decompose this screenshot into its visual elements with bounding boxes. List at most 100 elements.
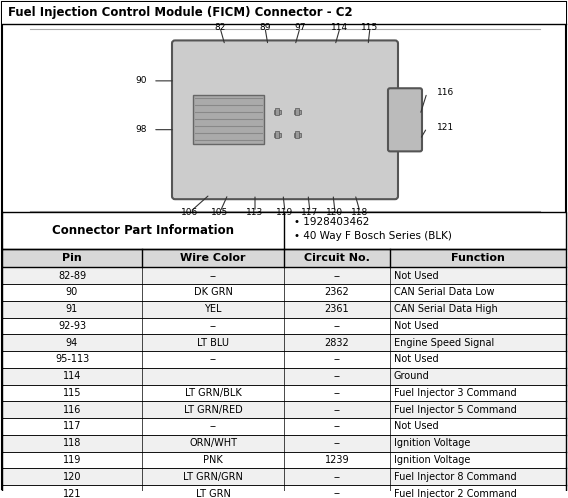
Bar <box>2 2 566 24</box>
Text: Not Used: Not Used <box>394 421 438 431</box>
Bar <box>274 110 281 114</box>
Bar <box>2 301 566 318</box>
Text: Connector Part Information: Connector Part Information <box>52 224 234 237</box>
Text: 2832: 2832 <box>325 338 349 348</box>
Text: 82-89: 82-89 <box>58 270 86 280</box>
Text: Fuel Injector 8 Command: Fuel Injector 8 Command <box>394 472 517 482</box>
Text: Function: Function <box>451 253 505 263</box>
Text: • 1928403462: • 1928403462 <box>294 217 369 227</box>
Bar <box>2 212 566 249</box>
Bar <box>193 95 264 144</box>
Bar <box>2 384 566 401</box>
Text: Pin: Pin <box>62 253 82 263</box>
Text: 94: 94 <box>66 338 78 348</box>
Text: Ignition Voltage: Ignition Voltage <box>394 455 470 465</box>
Text: --: -- <box>333 472 340 482</box>
Text: 116: 116 <box>63 405 81 415</box>
Bar <box>2 469 566 485</box>
Text: --: -- <box>333 405 340 415</box>
Bar <box>295 108 299 115</box>
Text: 95-113: 95-113 <box>55 355 89 365</box>
Bar <box>2 435 566 452</box>
Text: 105: 105 <box>211 208 229 217</box>
Text: --: -- <box>333 371 340 381</box>
Text: Fuel Injector 2 Command: Fuel Injector 2 Command <box>394 489 517 498</box>
Text: 119: 119 <box>277 208 294 217</box>
Text: 90: 90 <box>66 287 78 297</box>
FancyBboxPatch shape <box>388 88 422 151</box>
Bar <box>2 452 566 469</box>
Text: PNK: PNK <box>203 455 223 465</box>
Bar <box>2 368 566 384</box>
Text: --: -- <box>333 321 340 331</box>
Text: LT GRN/BLK: LT GRN/BLK <box>185 388 241 398</box>
Bar <box>2 485 566 498</box>
Text: LT GRN/GRN: LT GRN/GRN <box>183 472 243 482</box>
Bar <box>294 132 301 136</box>
Text: --: -- <box>210 355 216 365</box>
Bar <box>2 334 566 351</box>
Text: --: -- <box>333 421 340 431</box>
Text: Engine Speed Signal: Engine Speed Signal <box>394 338 494 348</box>
Text: 2362: 2362 <box>325 287 349 297</box>
Text: Not Used: Not Used <box>394 355 438 365</box>
Bar <box>2 418 566 435</box>
Bar <box>2 284 566 301</box>
Bar <box>274 132 281 136</box>
Text: 118: 118 <box>352 208 369 217</box>
Text: ORN/WHT: ORN/WHT <box>189 438 237 448</box>
Text: --: -- <box>210 421 216 431</box>
Text: 82: 82 <box>214 22 225 31</box>
Text: LT GRN: LT GRN <box>195 489 231 498</box>
Text: --: -- <box>210 270 216 280</box>
Text: Fuel Injection Control Module (FICM) Connector - C2: Fuel Injection Control Module (FICM) Con… <box>8 6 353 19</box>
Text: 119: 119 <box>63 455 81 465</box>
Text: LT GRN/RED: LT GRN/RED <box>183 405 243 415</box>
Text: --: -- <box>333 388 340 398</box>
Text: --: -- <box>333 489 340 498</box>
Text: --: -- <box>210 321 216 331</box>
Bar <box>2 351 566 368</box>
Text: 114: 114 <box>63 371 81 381</box>
Text: DK GRN: DK GRN <box>194 287 232 297</box>
Text: 113: 113 <box>247 208 264 217</box>
Text: LT BLU: LT BLU <box>197 338 229 348</box>
Text: 1239: 1239 <box>325 455 349 465</box>
Text: 92-93: 92-93 <box>58 321 86 331</box>
Text: 115: 115 <box>62 388 81 398</box>
Bar <box>275 130 279 137</box>
Text: 121: 121 <box>437 123 454 132</box>
Text: 90: 90 <box>136 76 147 85</box>
Bar <box>275 108 279 115</box>
Text: --: -- <box>333 438 340 448</box>
Text: 120: 120 <box>327 208 344 217</box>
Text: --: -- <box>333 355 340 365</box>
Text: Ignition Voltage: Ignition Voltage <box>394 438 470 448</box>
Text: 117: 117 <box>302 208 319 217</box>
Bar <box>2 401 566 418</box>
Text: 106: 106 <box>181 208 199 217</box>
Text: • 40 Way F Bosch Series (BLK): • 40 Way F Bosch Series (BLK) <box>294 231 452 241</box>
Text: 89: 89 <box>259 22 271 31</box>
Text: Fuel Injector 3 Command: Fuel Injector 3 Command <box>394 388 517 398</box>
Text: 120: 120 <box>62 472 81 482</box>
Text: YEL: YEL <box>204 304 222 314</box>
Text: Not Used: Not Used <box>394 321 438 331</box>
Text: Not Used: Not Used <box>394 270 438 280</box>
Text: 117: 117 <box>62 421 81 431</box>
Text: 2361: 2361 <box>325 304 349 314</box>
Bar <box>2 318 566 334</box>
Text: Wire Color: Wire Color <box>180 253 246 263</box>
Text: CAN Serial Data High: CAN Serial Data High <box>394 304 498 314</box>
Text: Fuel Injector 5 Command: Fuel Injector 5 Command <box>394 405 517 415</box>
Text: --: -- <box>333 270 340 280</box>
Bar <box>295 130 299 137</box>
Text: Circuit No.: Circuit No. <box>304 253 370 263</box>
Text: 97: 97 <box>294 22 306 31</box>
FancyBboxPatch shape <box>172 40 398 199</box>
Text: 121: 121 <box>62 489 81 498</box>
Bar <box>294 110 301 114</box>
Text: 116: 116 <box>437 88 454 97</box>
Text: CAN Serial Data Low: CAN Serial Data Low <box>394 287 495 297</box>
Text: 118: 118 <box>63 438 81 448</box>
